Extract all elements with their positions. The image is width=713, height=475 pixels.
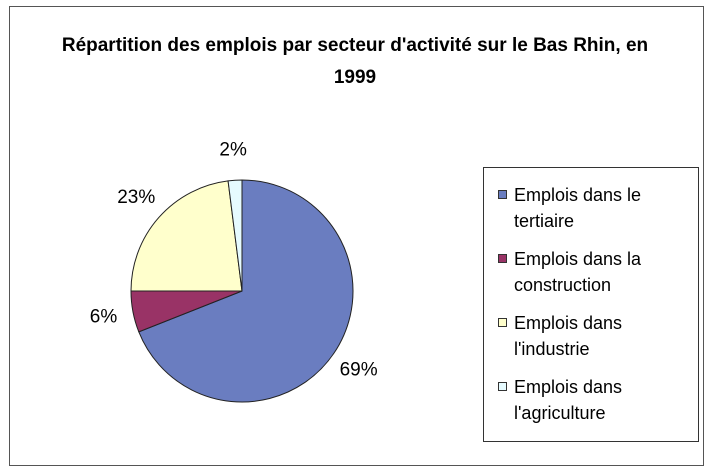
legend-entry: Emplois dans la construction xyxy=(498,246,684,298)
legend-swatch xyxy=(498,254,507,263)
legend-swatch xyxy=(498,318,507,327)
legend-entry: Emplois dans le tertiaire xyxy=(498,182,684,234)
pie-slice xyxy=(130,180,243,292)
data-label: 6% xyxy=(90,306,118,327)
data-label: 2% xyxy=(219,139,247,160)
pie-slice xyxy=(138,179,354,403)
legend-label: Emplois dans le tertiaire xyxy=(514,185,642,231)
legend-label: Emplois dans l'industrie xyxy=(514,313,623,359)
legend-swatch xyxy=(498,190,507,199)
legend-label: Emplois dans la construction xyxy=(514,249,642,295)
pie-slice xyxy=(227,179,243,292)
legend-entry: Emplois dans l'industrie xyxy=(498,310,684,362)
legend-entry: Emplois dans l'agriculture xyxy=(498,374,684,426)
chart-title: Répartition des emplois par secteur d'ac… xyxy=(61,35,649,88)
data-label: 23% xyxy=(117,187,155,208)
legend-label: Emplois dans l'agriculture xyxy=(514,377,623,423)
legend-swatch xyxy=(498,382,507,391)
data-label: 69% xyxy=(340,359,378,380)
legend: Emplois dans le tertiaire Emplois dans la… xyxy=(483,167,699,442)
chart-frame xyxy=(9,6,704,466)
